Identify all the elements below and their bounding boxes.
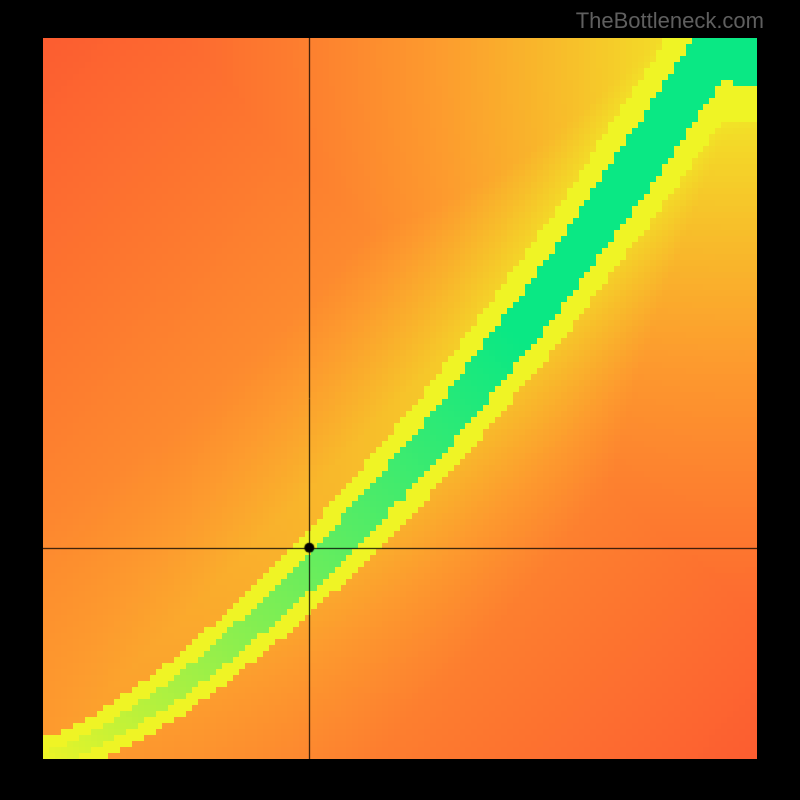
watermark-text: TheBottleneck.com bbox=[576, 8, 764, 34]
chart-container: TheBottleneck.com bbox=[0, 0, 800, 800]
bottleneck-heatmap bbox=[43, 38, 757, 759]
